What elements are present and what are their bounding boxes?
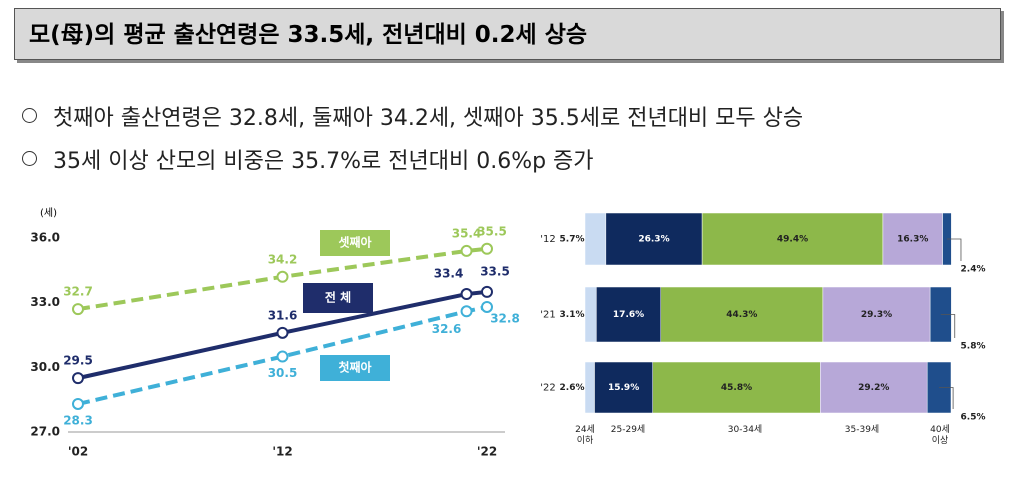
callout <box>946 238 962 261</box>
line-series <box>77 246 488 312</box>
x-tick-label: '02 <box>68 445 88 459</box>
legend-box <box>320 230 390 256</box>
data-label: 5.7% <box>560 235 585 245</box>
data-label: 29.2% <box>858 383 889 393</box>
point <box>460 288 473 301</box>
y-tick-label: '12 <box>540 234 555 245</box>
legend-label: 24세 이하 <box>575 425 595 446</box>
bar-segment <box>584 286 597 343</box>
data-label: 32.8 <box>490 311 520 325</box>
y-tick-label: 27.0 <box>30 425 60 439</box>
data-label: 15.9% <box>608 383 639 393</box>
legend-label: 전 체 <box>325 290 351 305</box>
data-label: 2.4% <box>961 265 986 275</box>
point <box>72 303 84 316</box>
bar-segment <box>584 212 607 266</box>
data-label: 33.5 <box>480 264 510 278</box>
data-label: 5.8% <box>961 342 986 352</box>
data-label: 35.4 <box>452 226 482 240</box>
data-label: 32.6 <box>432 322 462 336</box>
bar-segment <box>584 361 595 414</box>
point <box>276 350 289 363</box>
point <box>460 244 473 257</box>
y-tick-label: '22 <box>540 383 555 394</box>
data-label: 33.4 <box>434 267 464 281</box>
bar-segment <box>822 286 931 343</box>
data-label: 31.6 <box>268 308 298 322</box>
bar-segment <box>701 212 884 266</box>
data-label: 45.8% <box>721 383 752 393</box>
data-label: 29.3% <box>861 310 892 320</box>
bullet: 35세 이상 산모의 비중은 35.7%로 전년대비 0.6%p 증가 <box>22 143 594 175</box>
legend-label: 셋째아 <box>338 235 371 250</box>
bar-segment <box>605 212 703 266</box>
line-series <box>77 289 488 381</box>
legend-label: 첫째아 <box>338 360 371 375</box>
data-label: 30.5 <box>268 366 298 380</box>
data-label: 26.3% <box>638 235 669 245</box>
data-label: 49.4% <box>777 235 808 245</box>
point <box>72 397 84 410</box>
point <box>481 285 493 298</box>
callout <box>939 387 954 409</box>
y-tick-label: 30.0 <box>30 360 60 374</box>
header-title: 모(母)의 평균 출산연령은 33.5세, 전년대비 0.2세 상승 <box>14 8 1001 60</box>
point <box>481 300 493 313</box>
data-label: 6.5% <box>961 413 986 423</box>
point <box>481 242 493 255</box>
legend-label: 40세 이상 <box>930 425 950 446</box>
data-label: 17.6% <box>613 310 644 320</box>
bar-segment <box>820 361 928 414</box>
y-tick-label: 33.0 <box>30 295 60 309</box>
y-tick-label: 36.0 <box>30 231 60 245</box>
bullet: 첫째아 출산연령은 32.8세, 둘째아 34.2세, 셋째아 35.5세로 전… <box>22 100 803 132</box>
point <box>460 305 473 318</box>
data-label: 35.5 <box>477 224 507 238</box>
data-label: 2.6% <box>560 383 585 393</box>
x-tick-label: '22 <box>477 445 497 459</box>
bar-segment <box>596 286 662 343</box>
callout <box>940 314 956 338</box>
point <box>276 326 289 339</box>
x-tick-label: '12 <box>272 445 292 459</box>
legend-label: 25-29세 <box>610 425 646 435</box>
legend-box <box>320 355 390 381</box>
y-tick-label: '21 <box>540 310 555 321</box>
point <box>72 372 84 385</box>
legend-label: 30-34세 <box>727 425 763 435</box>
bar-segment <box>652 361 821 414</box>
legend-label: 35-39세 <box>844 425 880 435</box>
point <box>276 270 289 283</box>
data-label: 3.1% <box>560 310 585 320</box>
data-label: 34.2 <box>268 252 298 266</box>
data-label: 29.5 <box>63 354 93 368</box>
legend-box <box>303 283 373 313</box>
bar-segment <box>594 361 653 414</box>
data-label: 44.3% <box>726 310 757 320</box>
y-axis-label: (세) <box>40 207 57 219</box>
data-label: 28.3 <box>63 413 93 427</box>
data-label: 32.7 <box>63 285 93 299</box>
bar-segment <box>660 286 824 343</box>
data-label: 16.3% <box>897 235 928 245</box>
